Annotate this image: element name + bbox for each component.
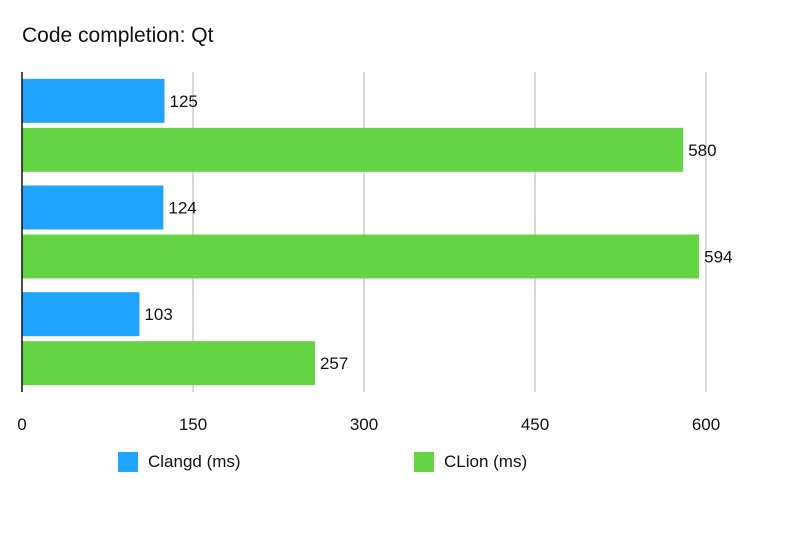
- legend-label-clion: CLion (ms): [444, 452, 528, 471]
- x-tick-label-450: 450: [521, 415, 549, 434]
- data-labels: 125 580 124 594 103 257: [144, 92, 732, 373]
- data-label-clion-1: 580: [688, 141, 716, 160]
- bar-clangd-1: [22, 78, 165, 123]
- data-label-clangd-1: 125: [170, 92, 198, 111]
- x-tick-labels: 0 150 300 450 600: [17, 415, 720, 434]
- data-label-clangd-3: 103: [144, 305, 172, 324]
- chart-title: Code completion: Qt: [22, 24, 214, 47]
- data-label-clion-2: 594: [704, 248, 732, 267]
- bar-clion-3: [22, 341, 315, 386]
- bar-clangd-3: [22, 292, 140, 337]
- legend-item-clion: CLion (ms): [414, 451, 527, 473]
- bar-clion-1: [22, 127, 684, 172]
- bar-clion-2: [22, 234, 700, 279]
- grid-lines: [192, 72, 707, 392]
- x-tick-label-300: 300: [350, 415, 378, 434]
- data-label-clion-3: 257: [320, 354, 348, 373]
- x-tick-label-600: 600: [692, 415, 720, 434]
- x-tick-label-150: 150: [179, 415, 207, 434]
- legend-item-clangd: Clangd (ms): [118, 451, 241, 473]
- x-tick-label-0: 0: [17, 415, 26, 434]
- legend-swatch-clion: [414, 452, 434, 472]
- bar-clangd-2: [22, 185, 164, 230]
- data-label-clangd-2: 124: [168, 199, 196, 218]
- bars: [22, 78, 700, 386]
- legend-swatch-clangd: [118, 452, 138, 472]
- legend-label-clangd: Clangd (ms): [148, 452, 241, 471]
